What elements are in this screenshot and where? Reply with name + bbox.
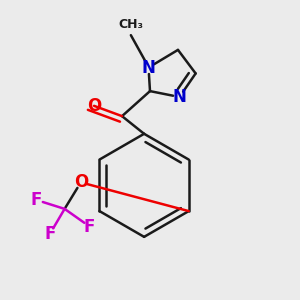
Text: O: O — [74, 173, 88, 191]
Text: N: N — [172, 88, 186, 106]
Text: N: N — [142, 58, 155, 76]
Text: F: F — [84, 218, 95, 236]
Text: CH₃: CH₃ — [118, 18, 143, 31]
Text: F: F — [31, 191, 42, 209]
Text: O: O — [87, 97, 101, 115]
Text: F: F — [44, 225, 56, 243]
